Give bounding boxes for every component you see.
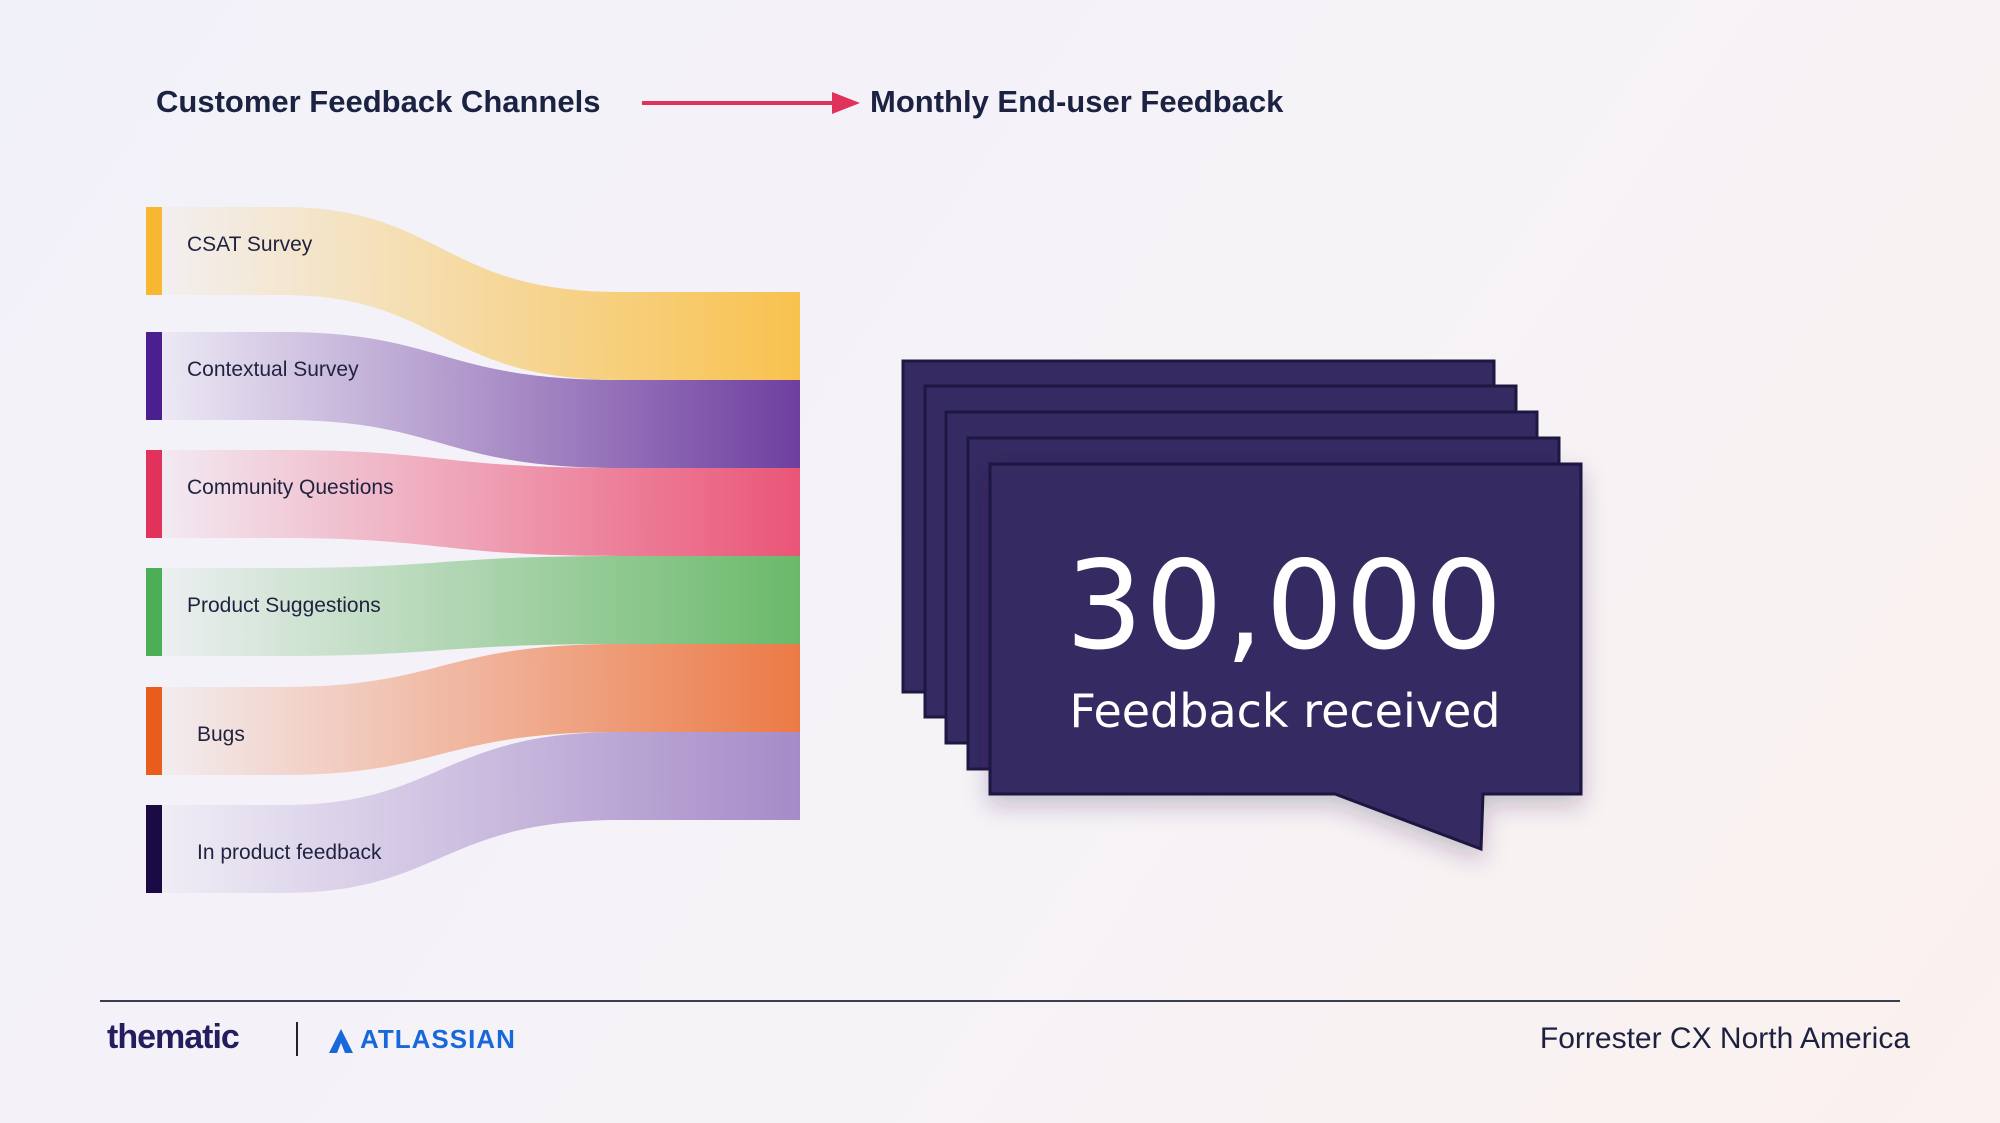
flow-in-product-feedback (162, 732, 800, 893)
source-node-csat-survey (146, 207, 162, 295)
flow-community-questions (162, 450, 800, 556)
channel-label: Product Suggestions (187, 594, 381, 617)
flow-contextual-survey (162, 332, 800, 468)
channel-label: CSAT Survey (187, 233, 313, 256)
feedback-caption: Feedback received (1069, 684, 1501, 738)
thematic-logo: thematic (107, 1018, 240, 1056)
logo-separator (296, 1022, 298, 1056)
channel-label: In product feedback (197, 841, 382, 864)
flow-bugs (162, 644, 800, 775)
event-name: Forrester CX North America (1539, 1022, 1910, 1055)
flow-arrow-icon (642, 92, 860, 114)
feedback-count: 30,000 (1065, 535, 1505, 677)
source-node-in-product-feedback (146, 805, 162, 893)
channel-label: Contextual Survey (187, 358, 359, 381)
channel-label: Community Questions (187, 476, 394, 499)
source-title: Customer Feedback Channels (156, 84, 601, 119)
source-node-community-questions (146, 450, 162, 538)
footer-divider (100, 1000, 1900, 1002)
channel-label: Bugs (197, 723, 245, 746)
source-node-contextual-survey (146, 332, 162, 420)
target-title: Monthly End-user Feedback (870, 84, 1284, 119)
flow-csat-survey (162, 207, 800, 380)
flow-product-suggestions (162, 556, 800, 656)
source-node-bugs (146, 687, 162, 775)
source-node-product-suggestions (146, 568, 162, 656)
atlassian-icon (329, 1029, 353, 1054)
atlassian-logo: ATLASSIAN (328, 1024, 516, 1060)
speech-bubble-card (988, 462, 1583, 852)
atlassian-wordmark: ATLASSIAN (360, 1024, 516, 1054)
